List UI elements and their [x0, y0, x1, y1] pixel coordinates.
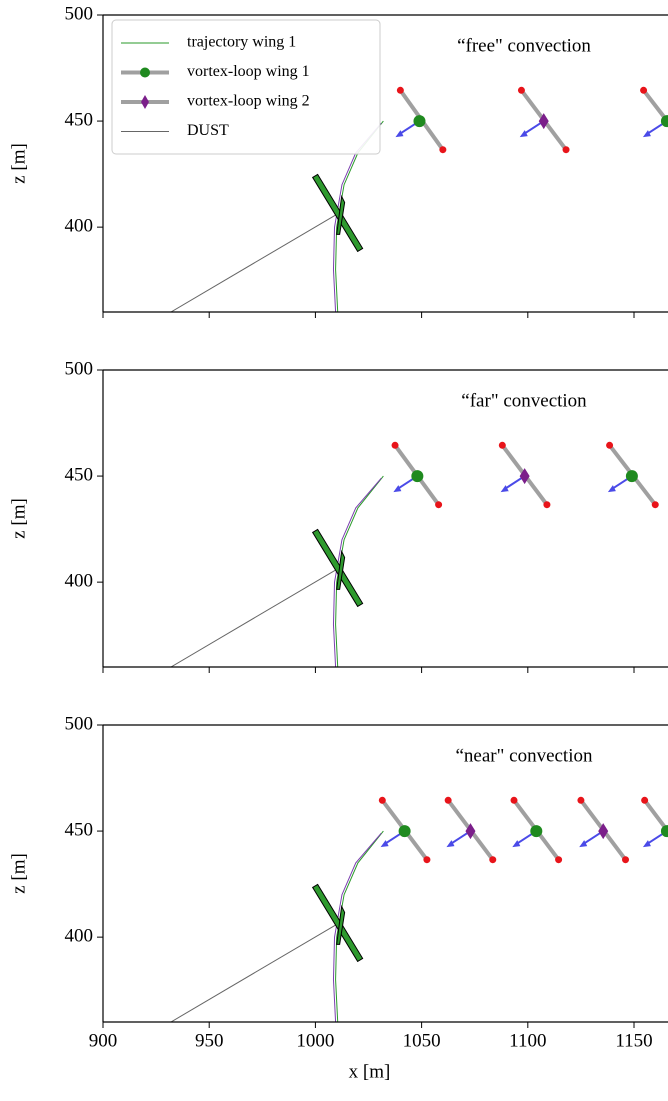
induced-arrow-head — [393, 485, 402, 493]
induced-arrow-head — [642, 840, 651, 848]
vortex-marker — [411, 470, 424, 483]
induced-arrow-head — [395, 130, 404, 138]
panel: 400 450 500 z [m] “far" convection — [8, 358, 668, 673]
vortex-end — [444, 796, 452, 804]
legend-label: vortex-loop wing 1 — [187, 63, 310, 80]
x-tick-label: 1100 — [509, 1030, 546, 1051]
series-line — [170, 923, 337, 1022]
vortex-marker — [398, 825, 411, 838]
vortex-end — [435, 501, 443, 509]
vortex-marker — [660, 115, 668, 128]
glider-icon — [336, 549, 346, 590]
vortex-end — [651, 501, 659, 509]
series-line — [170, 568, 337, 667]
vortex-marker — [530, 825, 543, 838]
glider-icon — [336, 194, 346, 235]
vortex-end — [640, 86, 648, 94]
series-line — [332, 477, 382, 667]
series-line — [332, 832, 382, 1022]
x-tick-label: 900 — [89, 1030, 118, 1051]
induced-arrow-head — [642, 130, 651, 138]
vortex-end — [641, 796, 649, 804]
vortex-end — [391, 441, 399, 449]
vortex-end — [622, 856, 630, 864]
glider-icon — [311, 528, 364, 608]
induced-arrow-head — [579, 840, 588, 848]
y-tick-label: 500 — [65, 358, 94, 379]
vortex-marker — [465, 823, 476, 840]
vortex-end — [555, 856, 563, 864]
legend-marker — [141, 95, 149, 109]
plot-area — [170, 441, 659, 667]
x-tick-label: 1000 — [296, 1030, 334, 1051]
y-tick-label: 450 — [65, 109, 94, 130]
vortex-end — [606, 441, 614, 449]
vortex-end — [498, 441, 506, 449]
annotation: “near" convection — [456, 745, 593, 766]
vortex-end — [396, 86, 404, 94]
induced-arrow-head — [519, 130, 528, 138]
legend-label: trajectory wing 1 — [187, 34, 296, 51]
vortex-marker — [519, 468, 530, 485]
x-tick-label: 950 — [195, 1030, 224, 1051]
plot-area — [170, 796, 668, 1022]
glider-icon — [336, 904, 346, 945]
plot-area — [170, 86, 668, 312]
induced-arrow-head — [380, 840, 389, 848]
legend: trajectory wing 1 vortex-loop wing 1 vorte… — [111, 19, 381, 155]
vortex-marker — [413, 115, 426, 128]
glider-icon — [311, 883, 364, 963]
y-axis-label: z [m] — [8, 853, 29, 894]
vortex-end — [439, 146, 447, 154]
vortex-end — [543, 501, 551, 509]
vortex-marker — [660, 825, 668, 838]
y-tick-label: 450 — [65, 819, 94, 840]
panel: 400 450 500 900 950 1000 1050 1100 1150 x [m] z [m… — [8, 713, 668, 1082]
y-tick-label: 450 — [65, 464, 94, 485]
series-line — [170, 213, 337, 312]
y-axis-label: z [m] — [8, 143, 29, 184]
y-tick-label: 400 — [65, 216, 94, 237]
vortex-marker — [598, 823, 609, 840]
legend-label: DUST — [187, 122, 229, 139]
y-tick-label: 500 — [65, 3, 94, 24]
x-axis-label: x [m] — [349, 1061, 391, 1082]
x-tick-label: 1150 — [615, 1030, 652, 1051]
vortex-end — [378, 796, 386, 804]
y-tick-label: 400 — [65, 926, 94, 947]
vortex-end — [577, 796, 585, 804]
y-tick-label: 500 — [65, 713, 94, 734]
vortex-end — [562, 146, 570, 154]
y-tick-label: 400 — [65, 571, 94, 592]
vortex-end — [423, 856, 431, 864]
induced-arrow-head — [446, 840, 455, 848]
induced-arrow-head — [500, 485, 509, 493]
vortex-marker — [538, 113, 549, 130]
induced-arrow-head — [512, 840, 521, 848]
induced-arrow-head — [607, 485, 616, 493]
panel: 400 450 500 z [m] “free" convection trajector… — [8, 3, 668, 318]
vortex-end — [517, 86, 525, 94]
annotation: “far" convection — [461, 390, 587, 411]
legend-marker — [140, 67, 150, 78]
vortex-end — [510, 796, 518, 804]
legend-box — [111, 19, 381, 155]
x-tick-label: 1050 — [403, 1030, 441, 1051]
vortex-marker — [625, 470, 638, 483]
legend-label: vortex-loop wing 2 — [187, 93, 310, 110]
glider-icon — [311, 173, 364, 253]
y-axis-label: z [m] — [8, 498, 29, 539]
annotation: “free" convection — [457, 35, 591, 56]
vortex-end — [489, 856, 497, 864]
